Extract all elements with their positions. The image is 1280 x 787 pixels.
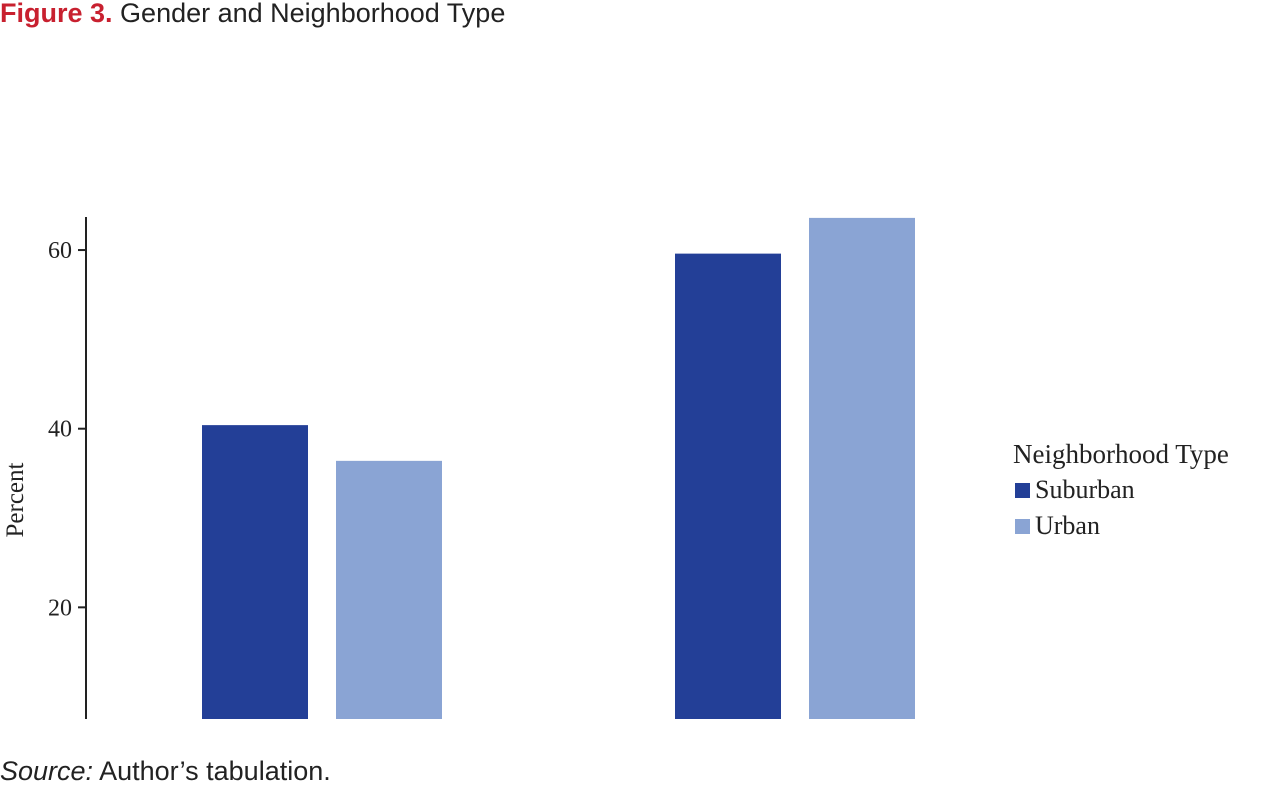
y-axis-title: Percent [2,462,29,537]
bar-urban-2 [809,217,915,719]
legend-item-urban: Urban [1013,508,1229,544]
legend-title: Neighborhood Type [1013,439,1229,469]
legend-label-suburban: Suburban [1035,475,1135,504]
y-tick-label: 20 [48,595,72,621]
figure-label: Figure 3. [0,0,113,28]
legend: Neighborhood Type Suburban Urban [1013,436,1229,544]
figure-title-text: Gender and Neighborhood Type [120,0,506,28]
source-label: Source: [0,756,94,786]
bar-suburban-1 [202,425,308,719]
y-tick-label: 40 [48,417,72,443]
legend-swatch-urban [1015,518,1030,534]
y-tick-label: 60 [48,238,72,264]
bar-suburban-2 [675,253,781,719]
bar-group [202,217,915,719]
legend-item-suburban: Suburban [1013,472,1229,508]
bar-chart: 20 40 60 Percent [2,217,915,719]
source-note: Source: Author’s tabulation. [0,756,331,787]
y-axis: 20 40 60 [48,217,87,719]
legend-label-urban: Urban [1035,511,1100,540]
legend-swatch-suburban [1015,482,1030,498]
source-text: Author’s tabulation. [99,756,331,786]
bar-urban-1 [336,460,442,719]
figure-title: Figure 3. Gender and Neighborhood Type [0,0,505,29]
